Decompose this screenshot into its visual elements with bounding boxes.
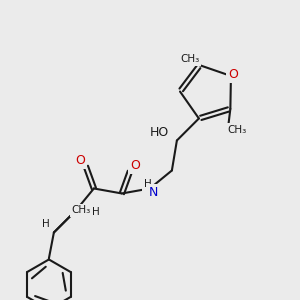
- Text: HO: HO: [149, 126, 169, 139]
- Text: O: O: [75, 154, 85, 167]
- Text: N: N: [149, 186, 159, 199]
- Text: O: O: [130, 159, 140, 172]
- Text: CH₃: CH₃: [71, 206, 91, 215]
- Text: H: H: [92, 208, 100, 218]
- Text: O: O: [228, 68, 238, 81]
- Text: H: H: [144, 179, 152, 190]
- Text: H: H: [42, 220, 50, 230]
- Text: CH₃: CH₃: [227, 125, 247, 135]
- Text: CH₃: CH₃: [181, 54, 200, 64]
- Text: N: N: [79, 206, 88, 219]
